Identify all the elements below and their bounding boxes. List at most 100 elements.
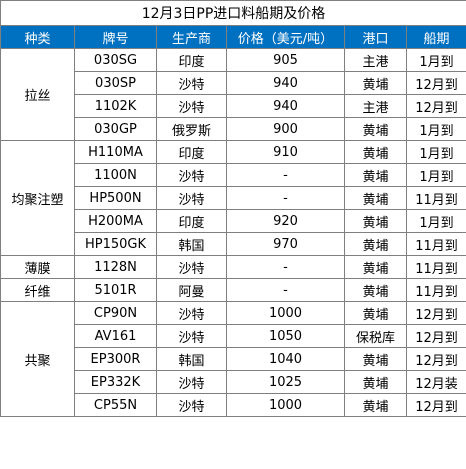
table-row: 030SP 沙特 940 黄埔 12月到 <box>1 71 466 95</box>
shipment-cell: 12月装 <box>405 370 466 394</box>
grade-cell: 5101R <box>74 278 157 302</box>
producer-cell: 沙特 <box>156 301 227 325</box>
shipment-cell: 11月到 <box>405 232 466 256</box>
table-row: EP332K 沙特 1025 黄埔 12月装 <box>1 370 466 394</box>
price-table: 12月3日PP进口料船期及价格 种类 牌号 生产商 价格（美元/吨） 港口 船期… <box>0 0 466 417</box>
producer-cell: 沙特 <box>156 94 227 118</box>
port-cell: 黄埔 <box>344 186 407 210</box>
category-cell: 拉丝 <box>0 48 75 141</box>
header-category: 种类 <box>0 25 75 49</box>
shipment-cell: 12月到 <box>405 393 466 417</box>
grade-cell: HP150GK <box>74 232 157 256</box>
table-row: EP300R 韩国 1040 黄埔 12月到 <box>1 347 466 371</box>
header-port: 港口 <box>344 25 407 49</box>
shipment-cell: 11月到 <box>405 255 466 279</box>
grade-cell: EP300R <box>74 347 157 371</box>
header-grade: 牌号 <box>74 25 157 49</box>
shipment-cell: 12月到 <box>405 71 466 95</box>
producer-cell: 沙特 <box>156 186 227 210</box>
price-cell: 900 <box>226 117 345 141</box>
port-cell: 黄埔 <box>344 301 407 325</box>
port-cell: 黄埔 <box>344 393 407 417</box>
price-cell: 910 <box>226 140 345 164</box>
port-cell: 保税库 <box>344 324 407 348</box>
price-cell: - <box>226 186 345 210</box>
price-cell: - <box>226 163 345 187</box>
price-cell: - <box>226 278 345 302</box>
category-cell: 共聚 <box>0 301 75 417</box>
table-row: 薄膜 1128N 沙特 - 黄埔 11月到 <box>0 255 466 279</box>
port-cell: 黄埔 <box>344 278 407 302</box>
port-cell: 黄埔 <box>344 117 407 141</box>
producer-cell: 韩国 <box>156 347 227 371</box>
price-cell: 905 <box>226 48 345 72</box>
port-cell: 黄埔 <box>344 370 407 394</box>
shipment-cell: 12月到 <box>405 301 466 325</box>
price-cell: 970 <box>226 232 345 256</box>
shipment-cell: 1月到 <box>405 140 466 164</box>
shipment-cell: 12月到 <box>405 94 466 118</box>
table-row: 均聚注塑 H110MA 印度 910 黄埔 1月到 <box>0 140 466 256</box>
grade-cell: 1128N <box>74 255 157 279</box>
shipment-cell: 1月到 <box>405 117 466 141</box>
table-row: 拉丝 030SG 印度 905 主港 1月到 <box>0 48 466 141</box>
price-cell: 940 <box>226 94 345 118</box>
grade-cell: EP332K <box>74 370 157 394</box>
grade-cell: 030SG <box>74 48 157 72</box>
port-cell: 黄埔 <box>344 232 407 256</box>
port-cell: 黄埔 <box>344 209 407 233</box>
grade-cell: CP90N <box>74 301 157 325</box>
producer-cell: 沙特 <box>156 324 227 348</box>
price-cell: 940 <box>226 71 345 95</box>
header-row: 种类 牌号 生产商 价格（美元/吨） 港口 船期 <box>0 25 466 49</box>
port-cell: 主港 <box>344 48 407 72</box>
table-row: 030GP 俄罗斯 900 黄埔 1月到 <box>1 117 466 141</box>
producer-cell: 韩国 <box>156 232 227 256</box>
price-cell: 1025 <box>226 370 345 394</box>
table-row: 1100N 沙特 - 黄埔 1月到 <box>1 163 466 187</box>
table-row: 共聚 CP90N 沙特 1000 黄埔 12月到 <box>0 301 466 417</box>
shipment-cell: 1月到 <box>405 209 466 233</box>
grade-cell: 030GP <box>74 117 157 141</box>
category-cell: 纤维 <box>0 278 75 302</box>
producer-cell: 阿曼 <box>156 278 227 302</box>
grade-cell: AV161 <box>74 324 157 348</box>
table-row: AV161 沙特 1050 保税库 12月到 <box>1 324 466 348</box>
header-producer: 生产商 <box>156 25 227 49</box>
port-cell: 主港 <box>344 94 407 118</box>
grade-cell: 1102K <box>74 94 157 118</box>
shipment-cell: 11月到 <box>405 186 466 210</box>
category-cell: 均聚注塑 <box>0 140 75 256</box>
title-row: 12月3日PP进口料船期及价格 <box>0 0 466 26</box>
price-cell: 1000 <box>226 301 345 325</box>
grade-cell: 1100N <box>74 163 157 187</box>
header-shipment: 船期 <box>405 25 466 49</box>
grade-cell: H200MA <box>74 209 157 233</box>
grade-cell: CP55N <box>74 393 157 417</box>
shipment-cell: 12月到 <box>405 347 466 371</box>
price-cell: - <box>226 255 345 279</box>
shipment-cell: 1月到 <box>405 48 466 72</box>
producer-cell: 印度 <box>156 48 227 72</box>
shipment-cell: 11月到 <box>405 278 466 302</box>
price-cell: 1050 <box>226 324 345 348</box>
table-row: CP55N 沙特 1000 黄埔 12月到 <box>1 393 466 417</box>
grade-cell: H110MA <box>74 140 157 164</box>
producer-cell: 印度 <box>156 140 227 164</box>
port-cell: 黄埔 <box>344 255 407 279</box>
producer-cell: 沙特 <box>156 163 227 187</box>
table-row: H200MA 印度 920 黄埔 1月到 <box>1 209 466 233</box>
header-price: 价格（美元/吨） <box>226 25 345 49</box>
producer-cell: 沙特 <box>156 370 227 394</box>
port-cell: 黄埔 <box>344 140 407 164</box>
port-cell: 黄埔 <box>344 71 407 95</box>
category-cell: 薄膜 <box>0 255 75 279</box>
grade-cell: 030SP <box>74 71 157 95</box>
grade-cell: HP500N <box>74 186 157 210</box>
producer-cell: 沙特 <box>156 255 227 279</box>
producer-cell: 沙特 <box>156 393 227 417</box>
shipment-cell: 12月到 <box>405 324 466 348</box>
port-cell: 黄埔 <box>344 163 407 187</box>
price-cell: 920 <box>226 209 345 233</box>
